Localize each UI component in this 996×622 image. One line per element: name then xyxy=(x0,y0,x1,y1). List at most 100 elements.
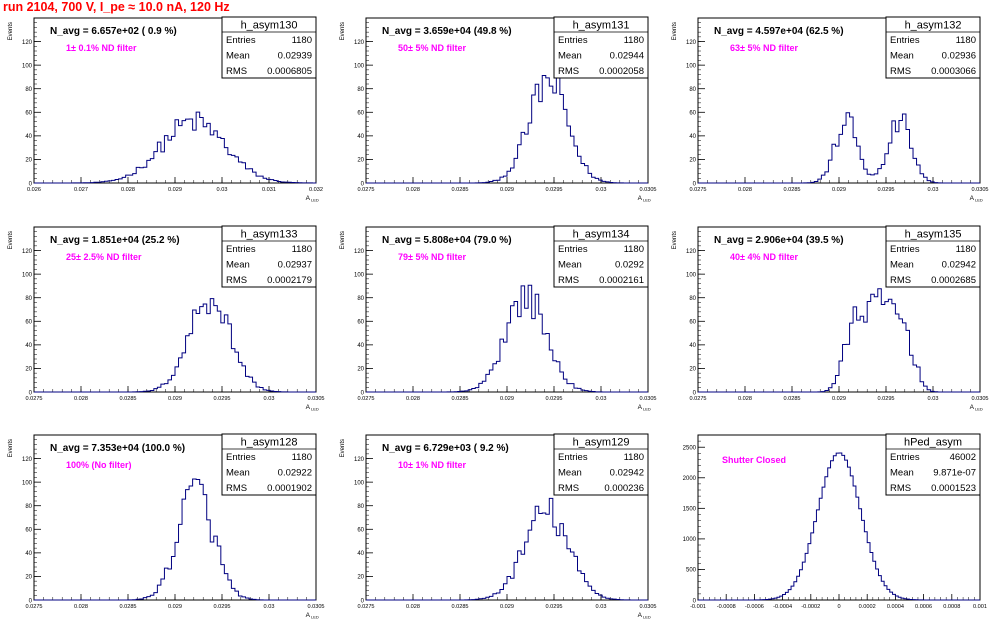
stat-label: RMS xyxy=(558,483,579,494)
x-tick-label: 0.028 xyxy=(74,396,88,402)
y-tick-label: 100 xyxy=(354,272,365,278)
stat-label: Mean xyxy=(226,468,250,479)
stat-label: RMS xyxy=(890,275,911,286)
stat-value: 0.02942 xyxy=(942,260,976,271)
x-tick-label: 0.0295 xyxy=(877,187,894,193)
histogram-line xyxy=(698,288,980,393)
stat-value: 0.02936 xyxy=(942,51,976,62)
x-tick-label: 0.0295 xyxy=(213,604,230,610)
x-tick-label: 0.0285 xyxy=(451,604,468,610)
x-tick-label: 0.0275 xyxy=(689,187,706,193)
y-tick-label: 100 xyxy=(22,480,33,486)
x-tick-label: 0.03 xyxy=(596,396,607,402)
stat-label: Entries xyxy=(890,452,920,463)
y-tick-label: 20 xyxy=(689,158,696,164)
y-tick-label: 2500 xyxy=(683,446,697,452)
x-axis-subscript: LED xyxy=(311,407,319,412)
y-tick-label: 40 xyxy=(25,551,32,557)
x-tick-label: 0.0004 xyxy=(887,604,904,610)
y-tick-label: 0 xyxy=(361,181,365,187)
y-tick-label: 80 xyxy=(25,87,32,93)
x-tick-label: 0.027 xyxy=(74,187,88,193)
y-tick-label: 60 xyxy=(357,111,364,117)
stat-value: 0.02937 xyxy=(278,260,312,271)
filter-annotation: 100% (No filter) xyxy=(66,460,132,470)
stat-label: Mean xyxy=(558,468,582,479)
stat-value: 0.0002179 xyxy=(267,275,312,286)
x-axis-title: A xyxy=(306,612,311,619)
stat-value: 0.0002161 xyxy=(599,275,644,286)
stat-value: 0.02944 xyxy=(610,51,644,62)
y-tick-label: 40 xyxy=(357,343,364,349)
x-tick-label: 0.029 xyxy=(168,396,182,402)
x-tick-label: 0.0305 xyxy=(639,396,656,402)
stat-value: 9.871e-07 xyxy=(933,468,976,479)
x-tick-label: 0.0285 xyxy=(119,604,136,610)
y-tick-label: 80 xyxy=(689,87,696,93)
stat-value: 1180 xyxy=(292,452,312,463)
y-tick-label: 40 xyxy=(25,343,32,349)
x-tick-label: 0.0285 xyxy=(119,396,136,402)
x-tick-label: 0.03 xyxy=(928,396,939,402)
y-tick-label: 120 xyxy=(22,249,33,255)
stats-box xyxy=(885,433,981,496)
y-axis-title: Events xyxy=(672,231,678,249)
stat-value: 0.0003066 xyxy=(931,66,976,77)
y-tick-label: 60 xyxy=(25,528,32,534)
stats-box xyxy=(553,225,649,288)
x-tick-label: 0.029 xyxy=(168,604,182,610)
navg-label: N_avg = 2.906e+04 (39.5 %) xyxy=(714,235,844,246)
y-tick-label: 120 xyxy=(354,457,365,463)
x-tick-label: 0.03 xyxy=(264,396,275,402)
y-tick-label: 0 xyxy=(29,390,33,396)
x-axis-title: A xyxy=(638,195,643,202)
x-tick-label: 0.028 xyxy=(738,396,752,402)
x-tick-label: 0.0008 xyxy=(943,604,960,610)
x-tick-label: 0.0285 xyxy=(451,187,468,193)
histogram-line xyxy=(366,497,648,601)
y-axis-title: Events xyxy=(672,22,678,40)
y-tick-label: 40 xyxy=(689,134,696,140)
x-axis-title: A xyxy=(638,612,643,619)
y-tick-label: 120 xyxy=(354,40,365,46)
navg-label: N_avg = 7.353e+04 (100.0 %) xyxy=(50,443,185,454)
stat-value: 0.0001902 xyxy=(267,483,312,494)
x-tick-label: -0.0004 xyxy=(773,604,792,610)
y-tick-label: 40 xyxy=(689,343,696,349)
stat-value: 1180 xyxy=(292,35,312,46)
x-tick-label: 0.029 xyxy=(168,187,182,193)
x-axis-subscript: LED xyxy=(643,615,651,620)
x-axis-title: A xyxy=(970,195,975,202)
y-axis-title: Events xyxy=(340,22,346,40)
x-tick-label: 0.028 xyxy=(738,187,752,193)
stat-value: 1180 xyxy=(956,35,976,46)
stat-label: Entries xyxy=(558,244,588,255)
x-tick-label: 0.0295 xyxy=(545,604,562,610)
x-axis-subscript: LED xyxy=(643,407,651,412)
stats-box xyxy=(221,16,317,79)
x-tick-label: 0.03 xyxy=(928,187,939,193)
y-tick-label: 120 xyxy=(686,249,697,255)
filter-annotation: 10± 1% ND filter xyxy=(398,460,466,470)
x-axis-subscript: LED xyxy=(311,198,319,203)
x-tick-label: 0.001 xyxy=(973,604,987,610)
stat-label: Mean xyxy=(558,51,582,62)
y-tick-label: 20 xyxy=(25,575,32,581)
histogram-line xyxy=(698,112,980,184)
filter-annotation: 40± 4% ND filter xyxy=(730,252,798,262)
x-tick-label: 0.0305 xyxy=(639,604,656,610)
x-tick-label: -0.001 xyxy=(690,604,706,610)
stat-value: 0.02942 xyxy=(610,468,644,479)
filter-annotation: 25± 2.5% ND filter xyxy=(66,252,142,262)
x-tick-label: 0.029 xyxy=(832,396,846,402)
x-tick-label: 0.03 xyxy=(596,604,607,610)
x-tick-label: 0.031 xyxy=(262,187,276,193)
histogram-pad-h_asym129: 0 20 40 60 80 100 120 0.0275 0.028 0.0285 0.029 0.0… xyxy=(340,433,657,620)
y-tick-label: 40 xyxy=(357,134,364,140)
x-tick-label: 0.0305 xyxy=(971,187,988,193)
histogram-pad-hPed_asym: 0 500 1000 1500 2000 2500 -0.001 -0.0008 -0.0006… xyxy=(683,433,987,610)
y-tick-label: 100 xyxy=(22,272,33,278)
stat-label: Entries xyxy=(890,35,920,46)
stat-value: 1180 xyxy=(624,35,644,46)
y-tick-label: 80 xyxy=(357,296,364,302)
